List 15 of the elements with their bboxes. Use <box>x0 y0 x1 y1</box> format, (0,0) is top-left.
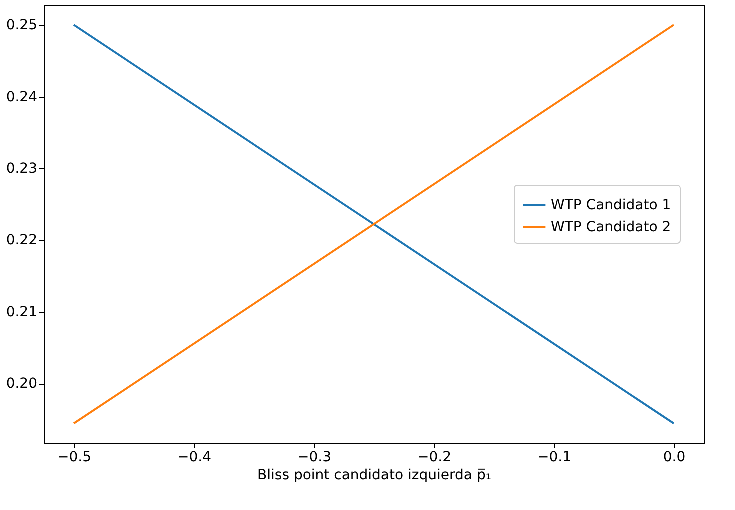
x-axis-title: Bliss point candidato izquierda p̅₁ <box>258 468 492 484</box>
y-tick-label: 0.23 <box>6 160 38 177</box>
x-tick-label: −0.1 <box>538 450 572 466</box>
y-tick-label: 0.25 <box>6 18 38 34</box>
x-tick-label: −0.3 <box>298 450 332 466</box>
y-tick-label: 0.22 <box>6 232 38 249</box>
x-tick-label: −0.4 <box>178 450 212 466</box>
x-tick-label: −0.5 <box>58 450 92 466</box>
y-tick-label: 0.24 <box>6 89 38 106</box>
y-tick-label: 0.21 <box>6 304 38 320</box>
x-tick-label: 0.0 <box>663 450 686 466</box>
x-tick-label: −0.2 <box>418 450 452 466</box>
y-tick-label: 0.20 <box>6 376 38 392</box>
legend-label: WTP Candidato 2 <box>551 220 672 236</box>
legend-label: WTP Candidato 1 <box>551 198 672 214</box>
